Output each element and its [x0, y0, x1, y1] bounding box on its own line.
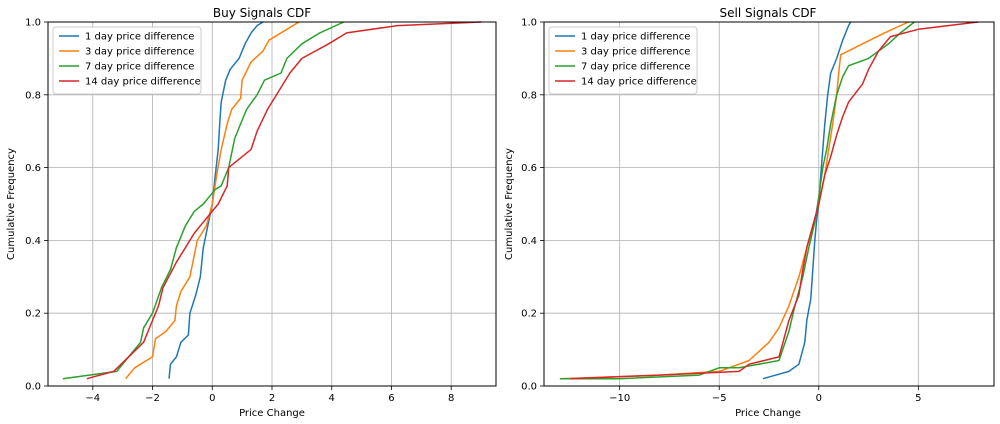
- legend-label: 14 day price difference: [85, 77, 201, 88]
- legend-box: [548, 26, 698, 95]
- y-tick-label: 0.0: [521, 382, 537, 393]
- legend-label: 3 day price difference: [85, 47, 194, 58]
- sell-signals-chart: Sell Signals CDF −10 −5 0 5 0.0 0.2 0.4 0.6 0.8…: [504, 6, 995, 419]
- x-tick-label: 2: [269, 393, 275, 404]
- legend: 1 day price difference 3 day price differ…: [52, 26, 202, 95]
- y-tick-label: 0.8: [521, 90, 537, 101]
- series-lines: [559, 21, 979, 380]
- legend-label: 1 day price difference: [581, 32, 690, 43]
- x-tick-label: 6: [388, 393, 394, 404]
- legend: 1 day price difference 3 day price differ…: [548, 26, 698, 95]
- y-axis-ticks: 0.0 0.2 0.4 0.6 0.8 1.0: [25, 18, 48, 393]
- legend-label: 3 day price difference: [581, 47, 690, 58]
- y-tick-label: 0.6: [521, 163, 537, 174]
- x-tick-label: 0: [209, 393, 215, 404]
- y-tick-label: 0.2: [521, 309, 537, 320]
- y-axis-label: Cumulative Frequency: [504, 148, 515, 260]
- chart-title: Sell Signals CDF: [720, 6, 817, 20]
- series-line-4: [569, 21, 979, 380]
- y-tick-label: 0.6: [25, 163, 41, 174]
- x-tick-label: −2: [145, 393, 160, 404]
- legend-label: 14 day price difference: [581, 77, 697, 88]
- series-line-1: [762, 21, 852, 380]
- y-tick-label: 0.8: [25, 90, 41, 101]
- x-tick-label: −4: [85, 393, 100, 404]
- series-lines: [62, 21, 482, 380]
- y-axis-label: Cumulative Frequency: [6, 148, 17, 260]
- x-axis-label: Price Change: [735, 408, 801, 419]
- x-tick-label: −10: [609, 393, 630, 404]
- x-axis-label: Price Change: [239, 408, 305, 419]
- x-tick-label: 5: [915, 393, 921, 404]
- series-line-4: [86, 21, 482, 380]
- y-axis-ticks: 0.0 0.2 0.4 0.6 0.8 1.0: [521, 18, 544, 393]
- x-axis-ticks: −4 −2 0 2 4 6 8: [85, 386, 454, 404]
- x-tick-label: −5: [712, 393, 727, 404]
- y-tick-label: 0.4: [521, 236, 537, 247]
- x-tick-label: 0: [816, 393, 822, 404]
- x-tick-label: 4: [329, 393, 335, 404]
- legend-label: 7 day price difference: [581, 62, 690, 73]
- buy-signals-chart: Buy Signals CDF −4 −2 0 2 4 6 8 0.00.20.40.60.…: [6, 6, 497, 419]
- x-axis-ticks: −10 −5 0 5: [609, 386, 922, 404]
- series-line-3: [62, 21, 345, 380]
- y-tick-label: 0.0: [25, 382, 41, 393]
- y-tick-label: 1.0: [25, 18, 41, 29]
- x-tick-label: 8: [448, 393, 454, 404]
- y-tick-label: 0.4: [25, 236, 41, 247]
- plot-frame: [543, 21, 995, 387]
- y-tick-label: 0.2: [25, 309, 41, 320]
- legend-label: 7 day price difference: [85, 62, 194, 73]
- legend-box: [52, 26, 202, 95]
- legend-label: 1 day price difference: [85, 32, 194, 43]
- y-tick-label: 1.0: [521, 18, 537, 29]
- chart-title: Buy Signals CDF: [213, 6, 311, 20]
